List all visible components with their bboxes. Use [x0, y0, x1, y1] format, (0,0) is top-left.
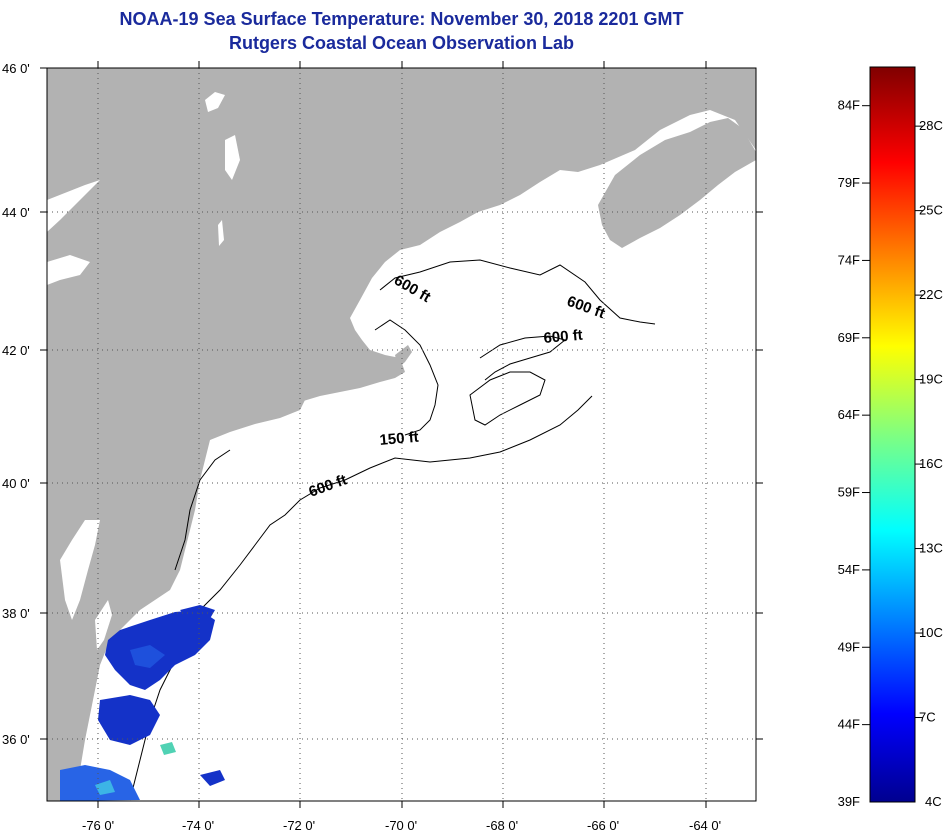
colorbar-label-fahrenheit: 54F — [838, 562, 860, 577]
contour-600ft-gulf-of-maine — [379, 259, 656, 325]
colorbar-label-celsius: 16C — [919, 456, 943, 471]
land-cape-cod — [395, 345, 412, 368]
lat-label: 38 0' — [2, 606, 30, 621]
map-title: NOAA-19 Sea Surface Temperature: Novembe… — [119, 9, 684, 29]
axis-ticks — [40, 61, 763, 808]
lat-label: 44 0' — [2, 205, 30, 220]
colorbar-label-celsius: 7C — [919, 710, 936, 725]
lon-label: -74 0' — [182, 818, 214, 832]
inland-lakes — [47, 92, 240, 650]
colorbar-label-celsius: 10C — [919, 625, 943, 640]
lat-label: 40 0' — [2, 476, 30, 491]
lon-label: -70 0' — [385, 818, 417, 832]
lat-label: 42 0' — [2, 343, 30, 358]
colorbar-label-celsius: 25C — [919, 203, 943, 218]
colorbar-label-fahrenheit: 74F — [838, 252, 860, 267]
contour-georges-bank — [469, 371, 546, 426]
land-mainland — [47, 68, 756, 801]
graticule — [47, 68, 756, 801]
lon-label: -68 0' — [486, 818, 518, 832]
colorbar-label-fahrenheit: 44F — [838, 717, 860, 732]
map-subtitle: Rutgers Coastal Ocean Observation Lab — [228, 33, 575, 53]
colorbar-label-celsius: 28C — [919, 118, 943, 133]
colorbar-label-fahrenheit: 49F — [838, 639, 860, 654]
land-long-island — [205, 400, 305, 440]
colorbar-label-fahrenheit: 59F — [838, 485, 860, 500]
colorbar — [869, 66, 916, 803]
lat-label: 46 0' — [2, 61, 30, 76]
colorbar-ticks — [862, 105, 923, 726]
colorbar-label-fahrenheit: 79F — [838, 175, 860, 190]
contour-inner-shelf — [174, 449, 231, 571]
colorbar-label-fahrenheit: 64F — [838, 407, 860, 422]
colorbar-label-fahrenheit: 84F — [838, 98, 860, 113]
lon-label: -66 0' — [587, 818, 619, 832]
contour-150ft-nantucket — [374, 319, 439, 436]
sst-data-patches — [60, 605, 225, 801]
colorbar-label-fahrenheit: 39F — [838, 794, 860, 809]
lat-label: 36 0' — [2, 732, 30, 747]
contour-label-600ft-3: 600 ft — [543, 327, 584, 347]
contour-label-150ft: 150 ft — [379, 429, 420, 449]
colorbar-label-celsius: 13C — [919, 541, 943, 556]
land-nova-scotia — [598, 118, 756, 248]
colorbar-label-fahrenheit: 69F — [838, 330, 860, 345]
colorbar-labels: 39F 44F 49F 54F 59F 64F 69F 74F 79F 84F 4C 7C 10C 13C… — [838, 98, 943, 809]
colorbar-label-celsius: 19C — [919, 372, 943, 387]
lon-label: -76 0' — [82, 818, 114, 832]
colorbar-label-celsius: 22C — [919, 287, 943, 302]
lon-label: -72 0' — [283, 818, 315, 832]
lon-label: -64 0' — [689, 818, 721, 832]
colorbar-label-celsius: 4C — [925, 794, 942, 809]
